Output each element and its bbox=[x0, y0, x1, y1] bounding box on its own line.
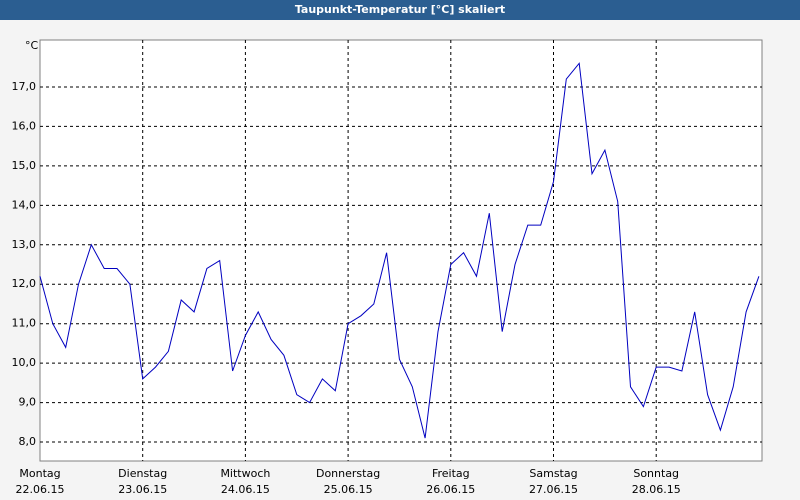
x-tick-label: 22.06.15 bbox=[16, 483, 65, 496]
y-tick-label: 15,0 bbox=[12, 159, 37, 172]
x-tick-label: Montag bbox=[19, 467, 60, 480]
x-tick-label: Dienstag bbox=[118, 467, 167, 480]
x-tick-label: 23.06.15 bbox=[118, 483, 167, 496]
y-tick-label: 11,0 bbox=[12, 317, 37, 330]
x-tick-label: 26.06.15 bbox=[426, 483, 475, 496]
y-tick-label: 17,0 bbox=[12, 80, 37, 93]
y-tick-label: 14,0 bbox=[12, 198, 37, 211]
x-tick-label: Sonntag bbox=[633, 467, 679, 480]
y-tick-label: 13,0 bbox=[12, 238, 37, 251]
x-tick-label: Samstag bbox=[529, 467, 577, 480]
y-unit: °C bbox=[25, 39, 39, 52]
x-tick-label: Mittwoch bbox=[220, 467, 270, 480]
y-tick-label: 8,0 bbox=[19, 435, 37, 448]
y-tick-label: 9,0 bbox=[19, 396, 37, 409]
title-bar bbox=[0, 0, 800, 20]
data-line bbox=[39, 62, 760, 439]
x-tick-label: 27.06.15 bbox=[529, 483, 578, 496]
chart-title: Taupunkt-Temperatur [°C] skaliert bbox=[295, 3, 505, 16]
plot-area bbox=[39, 39, 763, 462]
y-tick-label: 12,0 bbox=[12, 277, 37, 290]
y-tick-label: 16,0 bbox=[12, 119, 37, 132]
x-tick-label: 28.06.15 bbox=[632, 483, 681, 496]
x-tick-label: 24.06.15 bbox=[221, 483, 270, 496]
x-tick-label: Donnerstag bbox=[316, 467, 380, 480]
x-tick-label: 25.06.15 bbox=[324, 483, 373, 496]
x-tick-label: Freitag bbox=[432, 467, 470, 480]
y-tick-label: 10,0 bbox=[12, 356, 37, 369]
